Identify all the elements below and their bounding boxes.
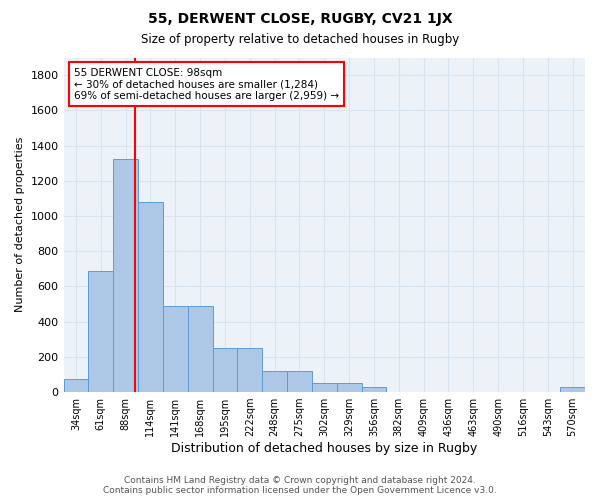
Bar: [362, 387, 386, 392]
Bar: [312, 384, 337, 392]
Bar: [188, 306, 212, 392]
Bar: [287, 371, 312, 392]
Bar: [560, 387, 585, 392]
Text: Size of property relative to detached houses in Rugby: Size of property relative to detached ho…: [141, 32, 459, 46]
X-axis label: Distribution of detached houses by size in Rugby: Distribution of detached houses by size …: [171, 442, 478, 455]
Bar: [337, 384, 362, 392]
Y-axis label: Number of detached properties: Number of detached properties: [15, 137, 25, 312]
Bar: [163, 306, 188, 392]
Bar: [64, 379, 88, 392]
Text: Contains HM Land Registry data © Crown copyright and database right 2024.
Contai: Contains HM Land Registry data © Crown c…: [103, 476, 497, 495]
Bar: [113, 159, 138, 392]
Bar: [262, 371, 287, 392]
Text: 55, DERWENT CLOSE, RUGBY, CV21 1JX: 55, DERWENT CLOSE, RUGBY, CV21 1JX: [148, 12, 452, 26]
Bar: [238, 348, 262, 392]
Bar: [138, 202, 163, 392]
Text: 55 DERWENT CLOSE: 98sqm
← 30% of detached houses are smaller (1,284)
69% of semi: 55 DERWENT CLOSE: 98sqm ← 30% of detache…: [74, 68, 339, 100]
Bar: [212, 348, 238, 392]
Bar: [88, 270, 113, 392]
